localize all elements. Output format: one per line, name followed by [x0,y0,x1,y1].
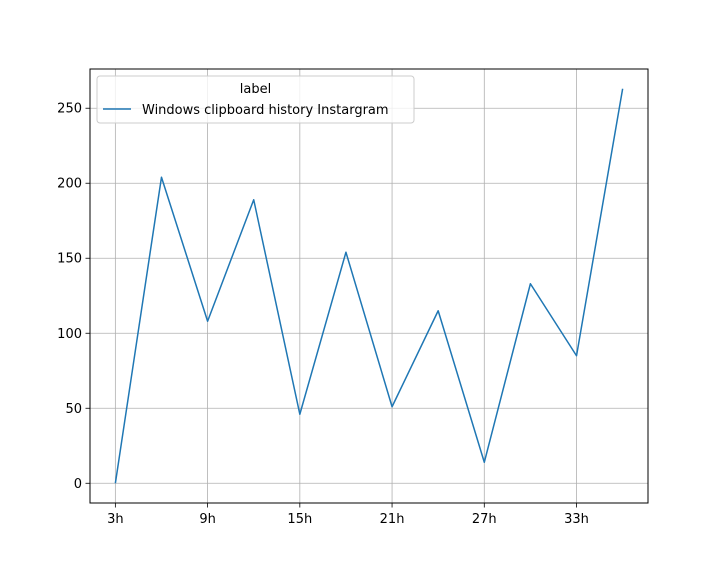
legend-box [96,75,415,124]
x-tick-label: 33h [564,512,589,527]
x-tick-label: 27h [472,512,497,527]
x-tick-label: 3h [107,512,124,527]
y-tick-label: 0 [74,477,82,492]
x-tick-label: 21h [380,512,405,527]
y-tick-label: 250 [57,102,82,117]
y-tick-label: 100 [57,327,82,342]
y-tick-label: 50 [65,402,82,417]
y-tick-label: 200 [57,177,82,192]
legend: label Windows clipboard history Instargr… [96,75,415,124]
x-tick-label: 9h [199,512,216,527]
y-axis-ticks: 0 50 100 150 200 250 [57,102,90,492]
grid [90,69,648,503]
x-axis-ticks: 3h 9h 15h 21h 27h 33h [107,503,589,527]
series-layer [114,88,624,484]
y-tick-label: 150 [57,252,82,267]
plot-frame [89,68,649,504]
legend-title: label [240,82,271,97]
x-tick-label: 15h [287,512,312,527]
series-line [114,88,624,484]
legend-entry-label: Windows clipboard history Instargram [142,103,389,118]
